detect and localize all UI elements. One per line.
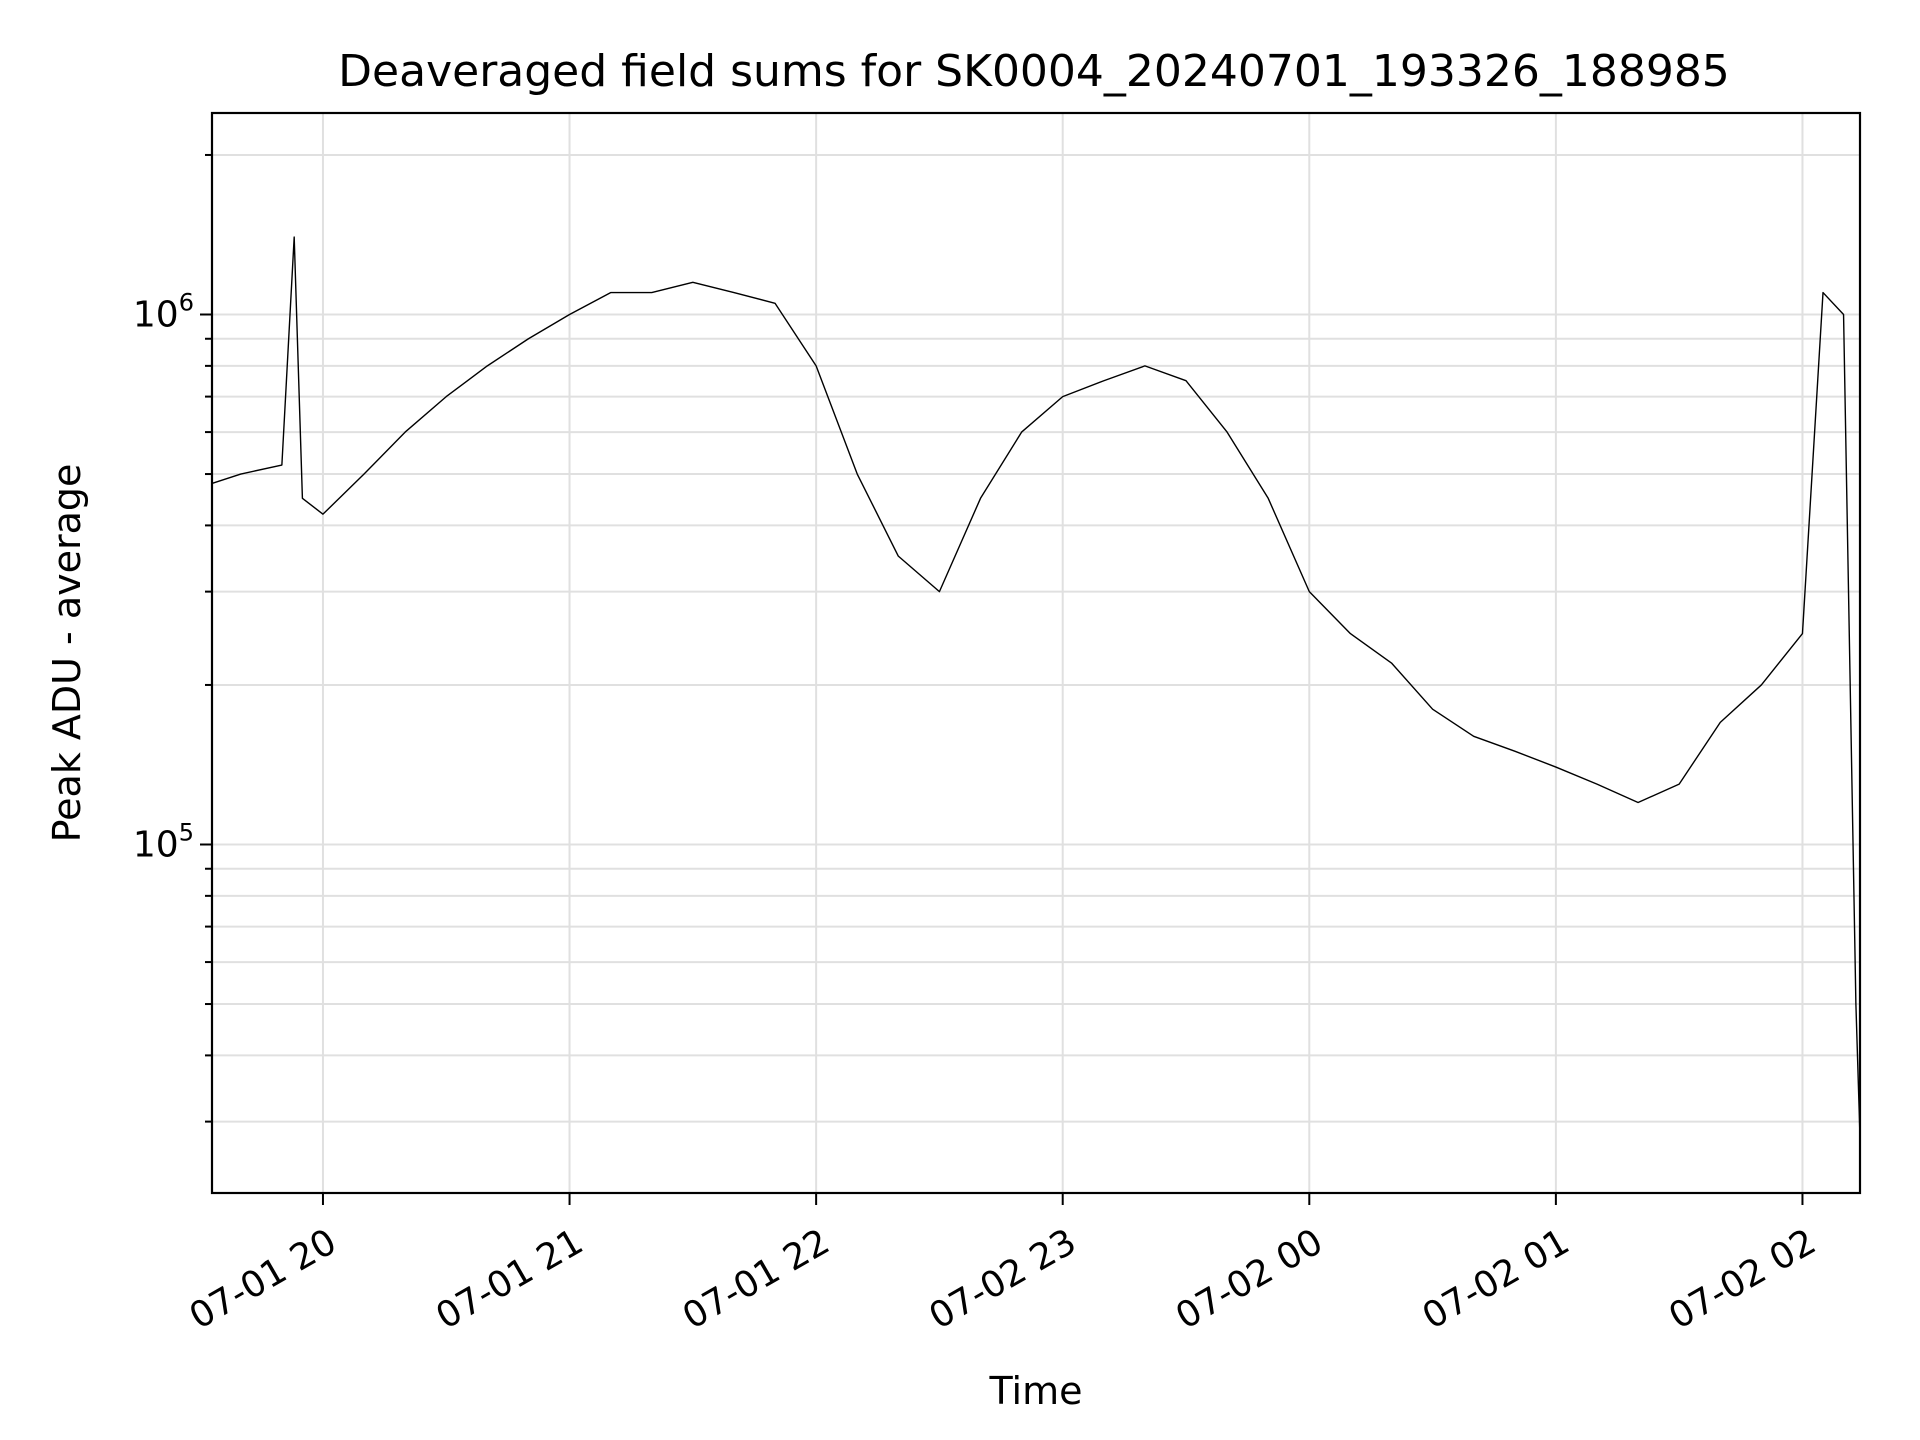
series-line	[211, 236, 1861, 1138]
y-tick-base: 10	[133, 824, 179, 865]
plot-frame	[210, 111, 1862, 1195]
x-gridlines	[321, 113, 1804, 1193]
y-tick-base: 10	[133, 295, 179, 336]
y-tick-exponent: 5	[179, 818, 194, 846]
y-gridlines	[212, 153, 1860, 1123]
y-tick-label: 105	[133, 818, 194, 865]
chart-title: Deaveraged field sums for SK0004_2024070…	[338, 46, 1730, 97]
y-tick-exponent: 6	[179, 289, 194, 317]
series-layer	[211, 236, 1861, 1138]
y-tick-label: 106	[133, 289, 194, 336]
x-axis-label: Time	[989, 1369, 1083, 1413]
y-axis-label: Peak ADU - average	[45, 464, 89, 843]
